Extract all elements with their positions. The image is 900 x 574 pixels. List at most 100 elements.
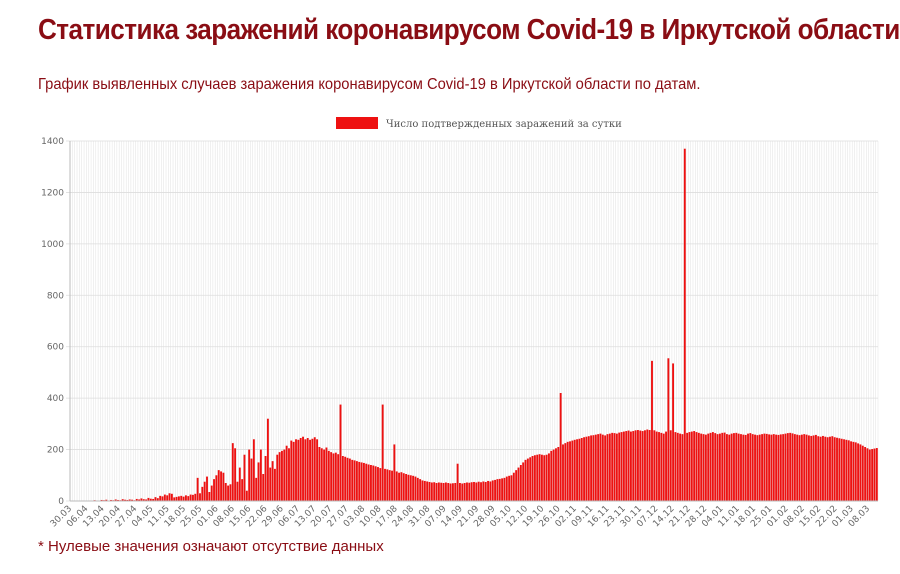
cases-bar-chart: Число подтвержденных заражений за сутки … bbox=[41, 117, 879, 529]
bar bbox=[423, 480, 426, 501]
bar bbox=[393, 444, 396, 501]
bar bbox=[824, 436, 827, 501]
bar bbox=[688, 432, 691, 501]
bar bbox=[163, 494, 166, 501]
bar bbox=[662, 433, 665, 501]
bar bbox=[569, 441, 571, 501]
bar bbox=[316, 439, 319, 501]
bar bbox=[510, 475, 513, 501]
bar bbox=[461, 483, 464, 501]
bar bbox=[262, 474, 265, 501]
bar bbox=[271, 461, 274, 501]
bar bbox=[311, 438, 314, 501]
bar bbox=[566, 441, 569, 501]
bar bbox=[644, 430, 646, 501]
bar bbox=[777, 434, 780, 501]
bar bbox=[580, 438, 583, 501]
bar bbox=[236, 481, 239, 501]
bar bbox=[641, 431, 644, 501]
bar bbox=[735, 432, 738, 501]
bar bbox=[477, 481, 480, 501]
bar bbox=[491, 480, 494, 501]
bar bbox=[618, 432, 621, 501]
bar bbox=[194, 493, 197, 501]
bar bbox=[283, 449, 286, 501]
bar bbox=[468, 482, 471, 501]
bar bbox=[416, 477, 419, 501]
bar bbox=[407, 474, 410, 501]
bar bbox=[800, 434, 803, 501]
legend[interactable]: Число подтвержденных заражений за сутки bbox=[336, 117, 622, 130]
bar bbox=[430, 482, 433, 501]
bar bbox=[793, 434, 796, 501]
bar bbox=[295, 439, 297, 501]
bar bbox=[255, 477, 258, 501]
bar bbox=[873, 448, 876, 501]
bar bbox=[796, 434, 799, 501]
bar bbox=[714, 433, 717, 501]
y-tick-label: 1400 bbox=[41, 137, 64, 147]
bar bbox=[196, 477, 199, 501]
bar bbox=[711, 432, 714, 501]
bar bbox=[847, 440, 850, 501]
bar bbox=[245, 490, 248, 501]
y-tick-label: 400 bbox=[47, 394, 64, 404]
bar bbox=[840, 438, 843, 501]
bar bbox=[173, 497, 176, 501]
bar bbox=[501, 478, 504, 501]
bar bbox=[348, 458, 351, 501]
bar bbox=[702, 434, 705, 501]
bar bbox=[763, 433, 766, 501]
bar bbox=[140, 498, 143, 501]
bar bbox=[480, 482, 482, 501]
bar bbox=[114, 499, 117, 501]
bar bbox=[442, 483, 445, 501]
bar bbox=[189, 494, 192, 501]
bar bbox=[381, 404, 384, 501]
bar bbox=[545, 454, 548, 501]
bar bbox=[337, 454, 340, 501]
bar bbox=[257, 462, 260, 501]
bar bbox=[655, 431, 658, 501]
bar bbox=[632, 431, 635, 501]
bar bbox=[857, 443, 860, 501]
bar bbox=[273, 468, 276, 501]
bar bbox=[156, 498, 159, 501]
bar bbox=[402, 473, 405, 501]
bar bbox=[362, 462, 365, 501]
bar bbox=[843, 439, 845, 501]
bar bbox=[384, 468, 386, 501]
bar bbox=[651, 360, 653, 501]
bar bbox=[611, 432, 614, 501]
bar bbox=[213, 479, 215, 501]
bar bbox=[152, 498, 155, 501]
bar bbox=[681, 434, 684, 501]
bar bbox=[175, 496, 178, 501]
bar bbox=[281, 450, 283, 501]
bar bbox=[740, 434, 742, 501]
bar bbox=[377, 467, 379, 501]
bar bbox=[142, 499, 145, 501]
bar bbox=[508, 475, 511, 501]
bar bbox=[770, 434, 773, 501]
bar bbox=[475, 482, 478, 501]
legend-swatch bbox=[336, 117, 378, 129]
bar bbox=[529, 457, 532, 501]
bar bbox=[587, 436, 590, 501]
bar bbox=[473, 481, 475, 501]
bar bbox=[470, 482, 473, 501]
bar bbox=[562, 444, 564, 501]
bar bbox=[653, 430, 656, 501]
bar bbox=[276, 454, 279, 501]
bar bbox=[252, 439, 255, 501]
bar bbox=[238, 467, 241, 501]
bar bbox=[864, 447, 867, 501]
bar bbox=[814, 434, 817, 501]
bar bbox=[515, 470, 518, 501]
bar bbox=[606, 434, 609, 501]
bar bbox=[503, 477, 506, 501]
bar bbox=[243, 454, 246, 501]
bar bbox=[512, 472, 515, 501]
bar bbox=[672, 363, 675, 501]
bar bbox=[231, 443, 234, 501]
